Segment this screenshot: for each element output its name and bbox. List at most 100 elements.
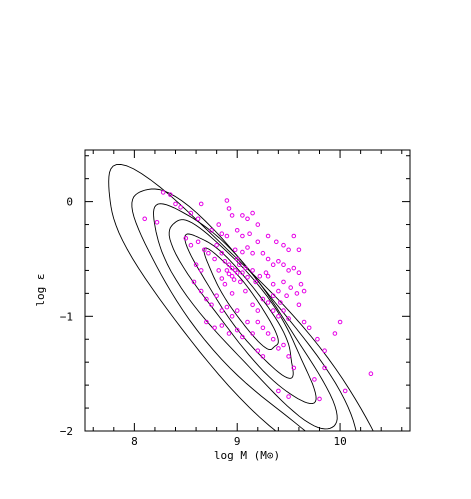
data-point — [245, 216, 250, 222]
data-point — [224, 268, 230, 273]
data-point — [296, 302, 302, 308]
data-point — [243, 265, 248, 271]
data-point — [234, 308, 240, 313]
data-point — [226, 206, 232, 211]
data-point — [276, 388, 281, 394]
data-point — [173, 201, 178, 207]
data-point — [188, 242, 194, 248]
data-point — [245, 275, 250, 280]
data-point — [281, 242, 286, 248]
data-point — [260, 250, 266, 256]
data-point — [286, 316, 291, 321]
data-point — [342, 388, 348, 394]
data-point — [276, 259, 281, 264]
data-point — [226, 262, 232, 268]
data-point — [245, 319, 250, 325]
data-point — [219, 323, 225, 328]
data-point — [263, 270, 269, 276]
data-point — [247, 231, 252, 236]
data-point — [265, 256, 271, 262]
data-point — [284, 293, 289, 299]
data-point — [160, 190, 166, 195]
data-point — [198, 268, 204, 273]
data-point — [265, 331, 271, 336]
data-point — [265, 300, 271, 305]
data-point — [296, 247, 302, 253]
data-point — [222, 259, 228, 264]
data-point — [222, 281, 228, 287]
data-point — [322, 365, 327, 371]
data-point — [216, 222, 221, 227]
data-point — [232, 247, 238, 253]
data-point — [209, 302, 214, 308]
data-point — [301, 319, 307, 325]
y-tick-label: 0 — [66, 196, 73, 209]
axis-ticks — [85, 150, 410, 432]
data-point — [214, 293, 219, 299]
y-tick-label: −2 — [60, 425, 73, 438]
data-point — [229, 314, 235, 319]
data-point — [253, 279, 258, 285]
data-point — [296, 270, 302, 276]
data-point — [224, 233, 230, 239]
data-point — [286, 354, 291, 359]
data-point — [234, 327, 240, 333]
data-point — [315, 336, 320, 342]
data-point — [212, 256, 217, 262]
data-point — [301, 288, 307, 294]
data-point — [368, 371, 374, 377]
data-point — [255, 348, 261, 354]
data-point — [298, 281, 304, 287]
data-point — [255, 239, 261, 245]
data-point — [270, 336, 276, 342]
data-point — [234, 256, 240, 262]
data-point — [219, 250, 225, 256]
data-point — [291, 365, 297, 371]
data-point — [250, 331, 255, 336]
data-point — [219, 308, 225, 313]
data-point — [281, 342, 286, 348]
data-point — [294, 291, 300, 296]
data-point — [276, 314, 281, 319]
data-point — [276, 346, 281, 351]
data-point — [274, 239, 279, 245]
data-point — [240, 213, 245, 218]
plot-frame — [84, 149, 411, 432]
contour-level-6 — [203, 247, 279, 351]
data-point — [260, 354, 266, 359]
data-point — [219, 276, 225, 281]
data-point — [281, 308, 286, 313]
tick-labels: 8 9 10 −2 −1 0 — [60, 196, 347, 448]
data-point — [191, 279, 197, 285]
data-point — [229, 273, 235, 279]
x-tick-label: 8 — [131, 435, 138, 448]
data-point — [202, 247, 207, 253]
x-axis-label: log M (M⊙) — [214, 449, 280, 462]
data-point — [255, 222, 261, 227]
x-tick-label: 9 — [234, 435, 241, 448]
contour-level-3 — [153, 203, 338, 430]
data-point — [291, 233, 297, 239]
y-axis-label: log ε — [34, 273, 47, 306]
data-point — [270, 281, 276, 287]
data-point — [260, 296, 266, 302]
data-point — [286, 268, 291, 273]
data-point — [306, 325, 312, 331]
data-point — [278, 300, 283, 305]
data-point — [198, 201, 204, 207]
data-point — [195, 216, 201, 222]
x-tick-label: 10 — [333, 435, 346, 448]
data-point — [229, 213, 235, 218]
data-point — [183, 236, 189, 241]
data-point — [224, 304, 230, 310]
data-point — [206, 250, 211, 256]
data-point — [286, 394, 291, 399]
y-tick-label: −1 — [60, 310, 73, 323]
data-point — [257, 273, 263, 279]
contour-level-4 — [168, 219, 317, 405]
data-point — [154, 220, 160, 225]
data-point — [281, 279, 286, 285]
data-point — [212, 325, 217, 331]
data-point — [250, 250, 255, 256]
data-point — [229, 291, 235, 296]
